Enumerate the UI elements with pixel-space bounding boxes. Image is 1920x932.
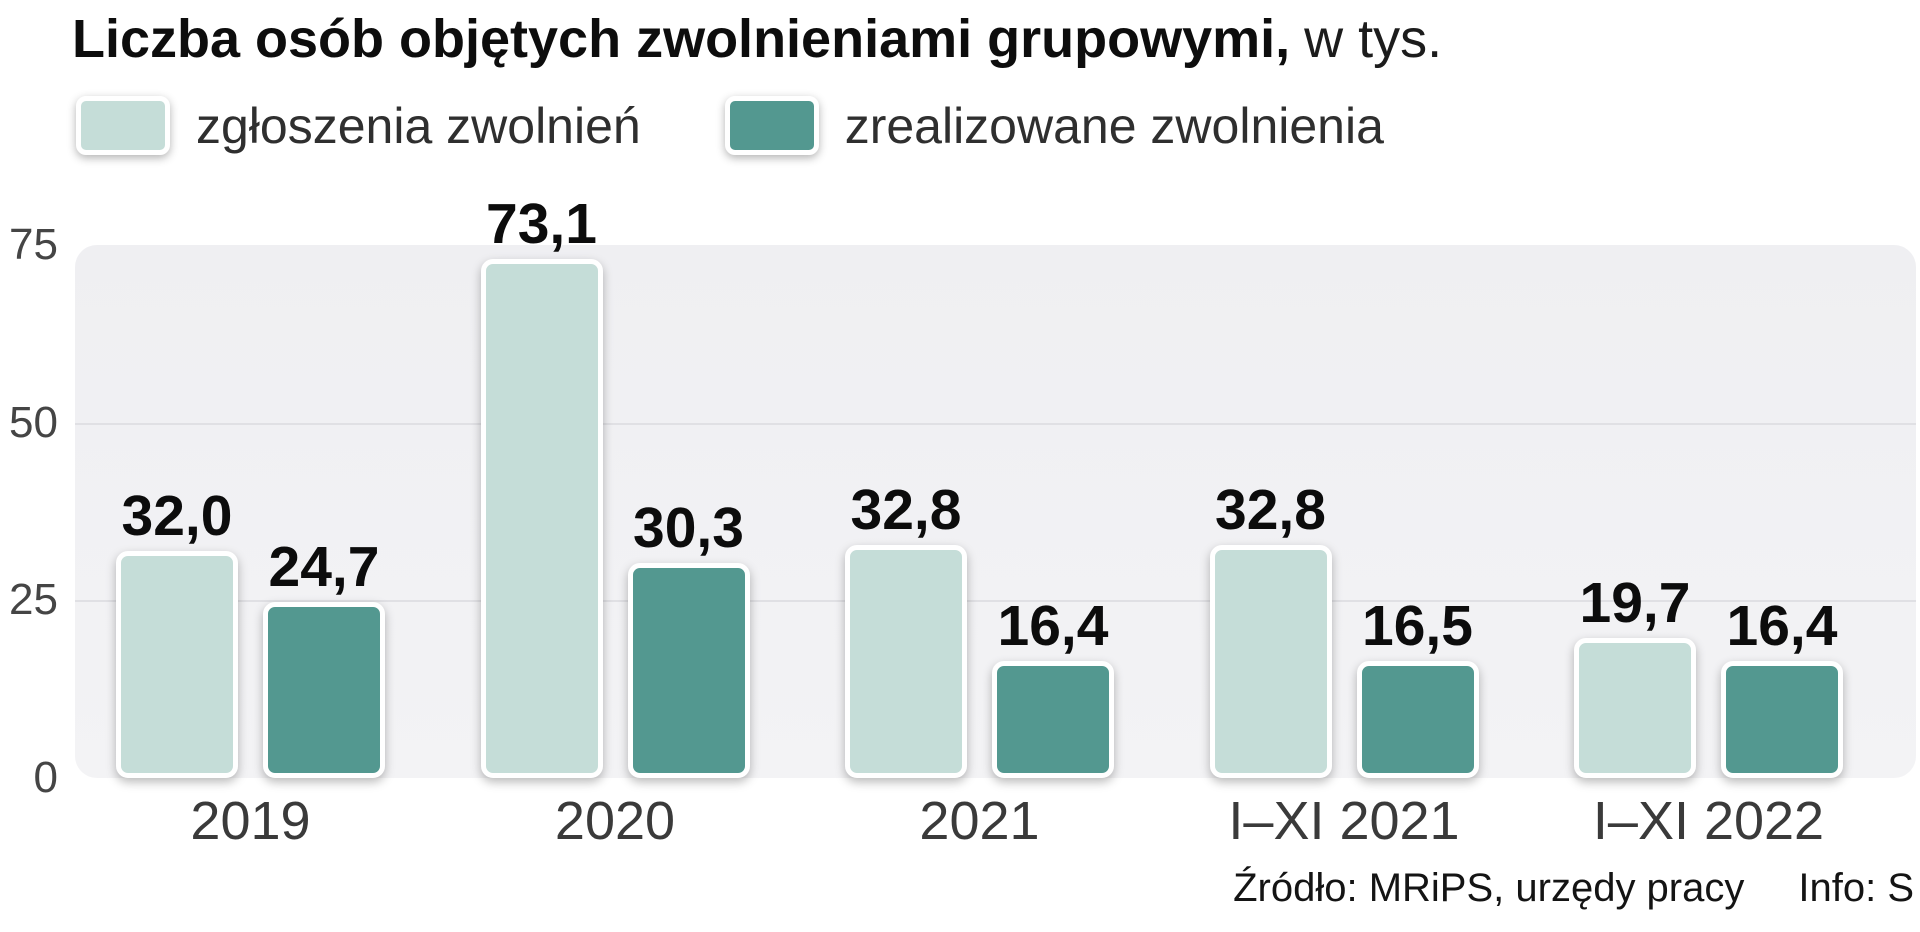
bar-wrap: 32,0 <box>116 488 238 778</box>
value-label: 32,8 <box>850 478 962 542</box>
legend-label-reported: zgłoszenia zwolnień <box>196 97 641 154</box>
x-axis-label: 2019 <box>190 791 311 851</box>
bar-reported <box>1574 638 1696 778</box>
x-axis-label: I–XI 2021 <box>1228 791 1460 851</box>
info-text: Info: S <box>1798 866 1914 910</box>
bar-group: 19,7 16,4 I–XI 2022 <box>1574 575 1843 848</box>
value-label: 32,8 <box>1215 478 1326 542</box>
bar-reported <box>1209 545 1332 778</box>
bar-realized <box>1356 661 1479 778</box>
value-label: 30,3 <box>633 496 744 560</box>
legend-item-realized: zrealizowane zwolnienia <box>724 96 1384 155</box>
bar-realized <box>992 661 1114 778</box>
bar-group: 32,8 16,4 2021 <box>845 482 1114 848</box>
value-label: 32,0 <box>121 484 233 548</box>
value-label: 16,4 <box>997 594 1109 658</box>
bar-realized <box>1721 661 1843 778</box>
bar-wrap: 24,7 <box>263 539 385 778</box>
x-axis-label: 2020 <box>554 791 676 851</box>
value-label: 24,7 <box>268 535 380 599</box>
bar-wrap: 16,5 <box>1356 598 1479 778</box>
bar-wrap: 16,4 <box>1721 598 1843 778</box>
gridline <box>75 422 1916 425</box>
legend: zgłoszenia zwolnień zrealizowane zwolnie… <box>76 96 1384 155</box>
bar-wrap: 30,3 <box>627 500 750 778</box>
source-text: Źródło: MRiPS, urzędy pracy <box>1233 866 1745 910</box>
legend-item-reported: zgłoszenia zwolnień <box>76 96 641 155</box>
bar-realized <box>263 602 385 778</box>
chart-title-unit: w tys. <box>1304 9 1443 69</box>
bar-group: 32,0 24,7 2019 <box>116 488 385 848</box>
bar-realized <box>627 563 750 778</box>
gridline <box>75 600 1916 603</box>
bar-wrap: 32,8 <box>845 482 967 778</box>
bar-wrap: 19,7 <box>1574 575 1696 778</box>
legend-swatch-realized <box>724 96 819 155</box>
y-tick-label: 25 <box>9 575 58 625</box>
value-label: 16,4 <box>1726 594 1838 658</box>
bar-wrap: 16,4 <box>992 598 1114 778</box>
bar-wrap: 32,8 <box>1209 482 1332 778</box>
value-label: 19,7 <box>1579 571 1691 635</box>
x-axis-label: I–XI 2022 <box>1592 791 1825 851</box>
bar-reported <box>480 259 603 778</box>
bars-area: 32,0 24,7 2019 73,1 30,3 2020 32,8 16,4 2021 32,8… <box>116 196 1843 848</box>
chart-title-main: Liczba osób objętych zwolnieniami grupow… <box>72 9 1291 69</box>
y-tick-label: 50 <box>9 397 58 447</box>
bar-wrap: 73,1 <box>480 196 603 778</box>
bar-reported <box>116 551 238 778</box>
source-note: Źródło: MRiPS, urzędy pracy Info: S <box>1233 866 1914 911</box>
y-tick-label: 0 <box>33 753 58 802</box>
bar-group: 32,8 16,5 I–XI 2021 <box>1209 482 1479 848</box>
legend-swatch-reported <box>76 96 170 155</box>
legend-label-realized: zrealizowane zwolnienia <box>844 97 1384 154</box>
x-axis-label: 2021 <box>919 791 1040 851</box>
value-label: 73,1 <box>486 192 597 256</box>
bar-group: 73,1 30,3 2020 <box>480 196 750 848</box>
value-label: 16,5 <box>1362 594 1473 658</box>
y-tick-label: 75 <box>9 220 58 269</box>
chart-title: Liczba osób objętych zwolnieniami grupow… <box>72 8 1442 70</box>
bar-reported <box>845 545 967 778</box>
